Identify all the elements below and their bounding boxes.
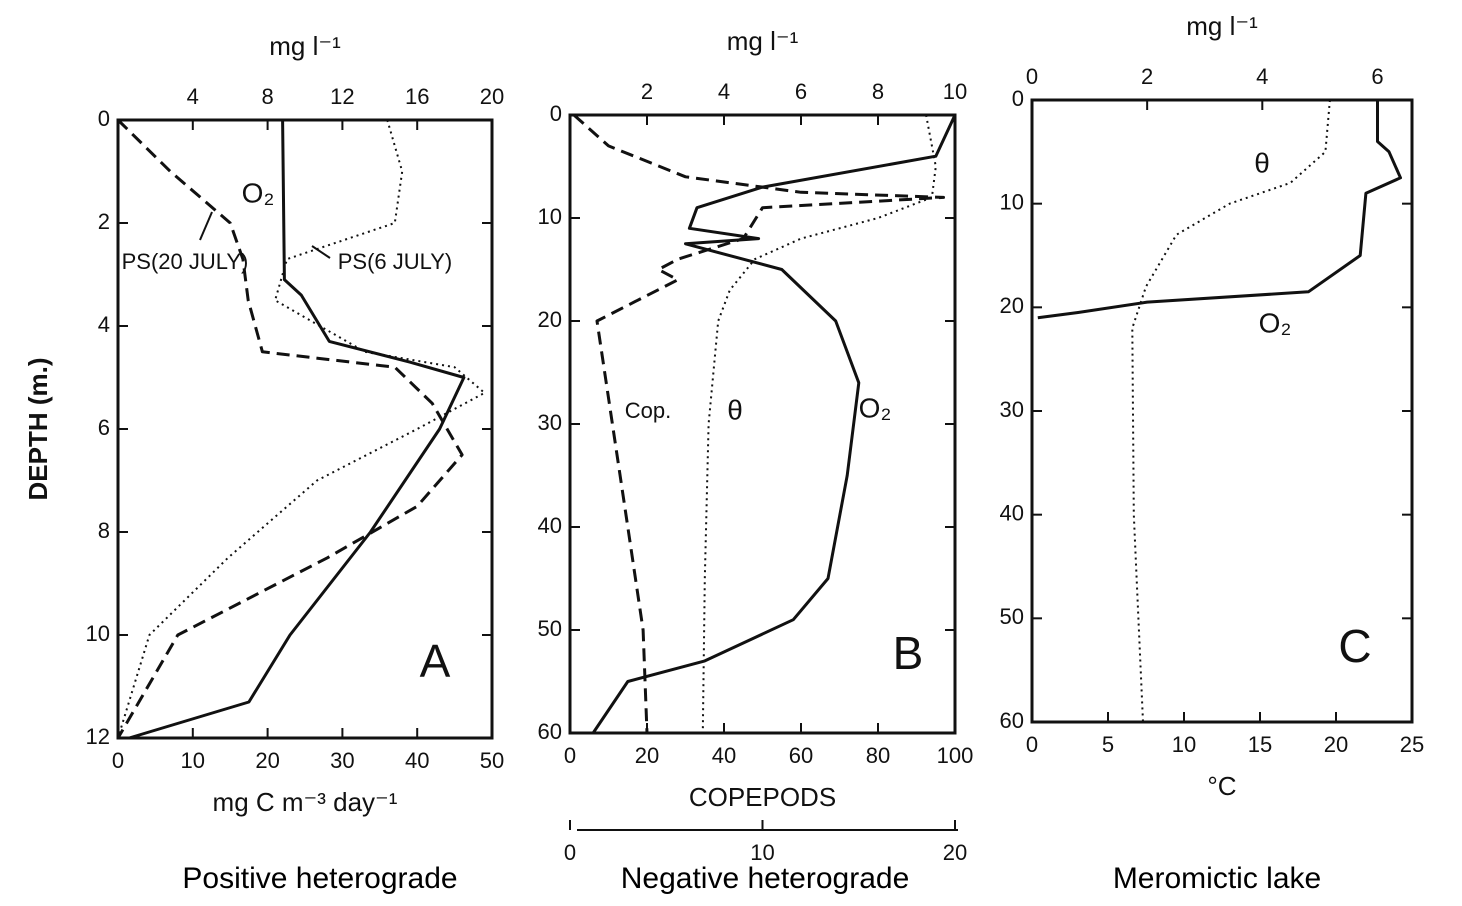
- pointer-arrow: [199, 211, 213, 241]
- y-tick-label: 0: [550, 101, 562, 126]
- profile-line: [116, 118, 464, 739]
- y-tick-label: 4: [98, 312, 110, 337]
- y-tick-label: 20: [1000, 293, 1024, 318]
- x-tick-label: 40: [405, 748, 429, 773]
- x3-tick-label: 10: [750, 840, 774, 865]
- caption: Positive heterograde: [182, 862, 457, 895]
- y-tick-label: 0: [1012, 86, 1024, 111]
- x2-axis-title: mg l⁻¹: [727, 26, 799, 56]
- x-tick-label: 25: [1400, 732, 1424, 757]
- x2-tick-label: 4: [718, 79, 730, 104]
- x2-axis-title: mg l⁻¹: [269, 31, 341, 61]
- y-tick-label: 40: [1000, 500, 1024, 525]
- x2-tick-label: 4: [187, 84, 199, 109]
- y-tick-label: 2: [98, 209, 110, 234]
- panel-label: A: [420, 635, 451, 687]
- series-label: PS(6 JULY): [338, 249, 453, 274]
- x2-tick-label: 4: [1256, 64, 1268, 89]
- x2-tick-label: 6: [795, 79, 807, 104]
- profile-line: [701, 114, 937, 734]
- profile-line: [117, 119, 486, 739]
- x3-tick-label: 0: [564, 840, 576, 865]
- x2-axis-title: mg l⁻¹: [1186, 11, 1258, 41]
- series-label: θ: [1254, 147, 1270, 178]
- series-label: θ: [727, 394, 743, 425]
- y-tick-label: 50: [538, 616, 562, 641]
- y-tick-label: 10: [86, 621, 110, 646]
- x-tick-label: 0: [564, 743, 576, 768]
- x-tick-label: 100: [937, 743, 974, 768]
- y-tick-label: 30: [1000, 397, 1024, 422]
- x2-tick-label: 0: [1026, 64, 1038, 89]
- x-tick-label: 10: [181, 748, 205, 773]
- x2-tick-label: 16: [405, 84, 429, 109]
- profile-line: [1131, 99, 1331, 723]
- series-label: PS(20 JULY): [122, 249, 249, 274]
- x-tick-label: 50: [480, 748, 504, 773]
- x2-tick-label: 8: [872, 79, 884, 104]
- x-axis-title: °C: [1207, 771, 1236, 801]
- x-tick-label: 20: [635, 743, 659, 768]
- x-tick-label: 20: [1324, 732, 1348, 757]
- pointer-arrow: [311, 245, 331, 259]
- x-axis-title: COPEPODS: [689, 782, 836, 812]
- x2-tick-label: 2: [1141, 64, 1153, 89]
- x-tick-label: 5: [1102, 732, 1114, 757]
- x2-tick-label: 2: [641, 79, 653, 104]
- x-tick-label: 30: [330, 748, 354, 773]
- x2-tick-label: 12: [330, 84, 354, 109]
- x-tick-label: 15: [1248, 732, 1272, 757]
- y-tick-label: 0: [98, 106, 110, 131]
- x-tick-label: 80: [866, 743, 890, 768]
- x-tick-label: 0: [1026, 732, 1038, 757]
- x3-tick-label: 20: [943, 840, 967, 865]
- y-tick-label: 10: [1000, 189, 1024, 214]
- y-tick-label: 50: [1000, 604, 1024, 629]
- x-tick-label: 40: [712, 743, 736, 768]
- series-label: O₂: [1259, 307, 1292, 338]
- profile-line: [591, 114, 957, 734]
- x2-tick-label: 6: [1371, 64, 1383, 89]
- x2-tick-label: 8: [261, 84, 273, 109]
- caption: Negative heterograde: [621, 862, 910, 895]
- series-label: Cop.: [625, 398, 671, 423]
- y-axis-title: DEPTH (m.): [23, 358, 53, 501]
- y-tick-label: 12: [86, 724, 110, 749]
- x-axis-title: mg C m⁻³ day⁻¹: [213, 787, 398, 817]
- y-tick-label: 6: [98, 415, 110, 440]
- caption: Meromictic lake: [1113, 862, 1321, 895]
- series-label: O₂: [242, 177, 275, 208]
- y-tick-label: 60: [538, 719, 562, 744]
- y-tick-label: 30: [538, 410, 562, 435]
- x-tick-label: 10: [1172, 732, 1196, 757]
- x-tick-label: 0: [112, 748, 124, 773]
- y-tick-label: 40: [538, 513, 562, 538]
- profile-line: [128, 119, 466, 740]
- y-tick-label: 20: [538, 307, 562, 332]
- x2-tick-label: 20: [480, 84, 504, 109]
- series-label: O₂: [859, 392, 892, 423]
- profile-line: [572, 113, 945, 734]
- x-tick-label: 20: [255, 748, 279, 773]
- y-tick-label: 10: [538, 204, 562, 229]
- y-tick-label: 60: [1000, 708, 1024, 733]
- panel-label: C: [1338, 620, 1371, 672]
- panel-label: B: [893, 627, 924, 679]
- profile-line: [1037, 100, 1402, 320]
- x-tick-label: 60: [789, 743, 813, 768]
- x2-tick-label: 10: [943, 79, 967, 104]
- y-tick-label: 8: [98, 518, 110, 543]
